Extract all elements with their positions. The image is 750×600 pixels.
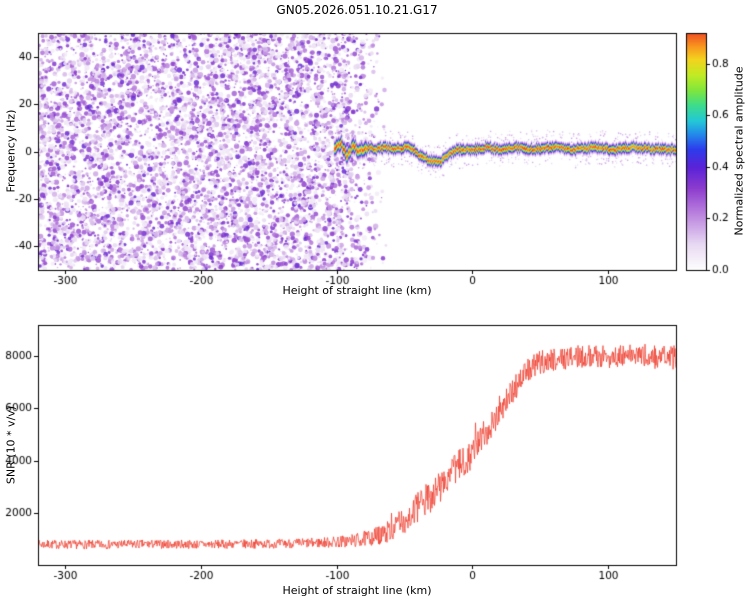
spec-yaxis-label: Frequency (Hz) — [4, 109, 18, 193]
snr-yaxis-label: SNR (10 * v/v) — [4, 405, 18, 485]
figure-title: GN05.2026.051.10.21.G17 — [276, 3, 438, 17]
colorbar-label: Normalized spectral amplitude — [732, 66, 746, 236]
snr-xaxis-label: Height of straight line (km) — [282, 584, 432, 597]
spec-xaxis-label: Height of straight line (km) — [282, 284, 432, 297]
